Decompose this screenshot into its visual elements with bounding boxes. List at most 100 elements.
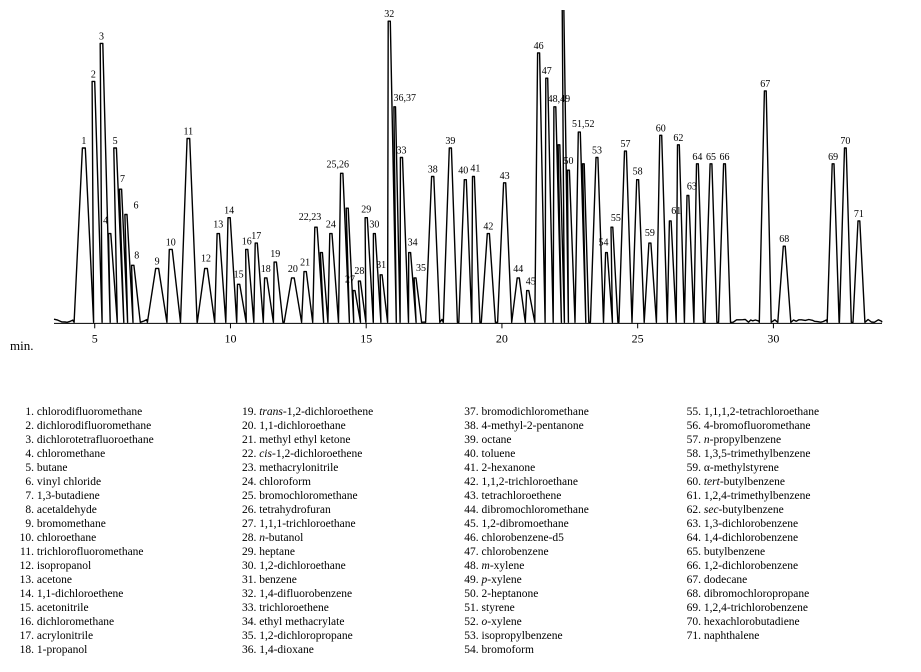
- legend-item-49: 49. p-xylene: [463, 573, 681, 587]
- peak-label-57: 57: [620, 139, 630, 150]
- legend-item-4: 4. chloromethane: [18, 447, 236, 461]
- legend-item-46: 46. chlorobenzene-d5: [463, 531, 681, 545]
- peak-label-60: 60: [656, 123, 666, 134]
- peak-label-38: 38: [428, 165, 438, 176]
- peak-label-18: 18: [261, 264, 271, 275]
- legend-item-57: 57. n-propylbenzene: [685, 433, 903, 447]
- peak-label-1: 1: [81, 136, 86, 147]
- peak-label-53: 53: [592, 145, 602, 156]
- peak-label-45: 45: [526, 277, 536, 288]
- legend-item-51: 51. styrene: [463, 601, 681, 615]
- x-tick-5: 5: [92, 331, 98, 345]
- peak-label-54: 54: [598, 238, 608, 249]
- legend-item-10: 10. chloroethane: [18, 531, 236, 545]
- legend-item-16: 16. dichloromethane: [18, 615, 236, 629]
- peak-label-4: 4: [103, 216, 108, 227]
- legend-item-52: 52. o-xylene: [463, 615, 681, 629]
- legend-column-3: 37. bromodichloromethane38. 4-methyl-2-p…: [463, 405, 681, 657]
- peak-label-7: 7: [120, 174, 125, 185]
- legend-item-18: 18. 1-propanol: [18, 643, 236, 657]
- peak-label-29: 29: [361, 205, 371, 216]
- legend-item-22: 22. cis-1,2-dichloroethene: [240, 447, 458, 461]
- peak-label-40: 40: [458, 166, 468, 177]
- peak-label-58: 58: [633, 167, 643, 178]
- legend-item-36: 36. 1,4-dioxane: [240, 643, 458, 657]
- peak-label-19: 19: [270, 249, 280, 260]
- peak-label-46: 46: [534, 41, 544, 52]
- peak-label-51: 51,52: [572, 119, 595, 130]
- peak-label-42: 42: [483, 222, 493, 233]
- legend-item-47: 47. chlorobenzene: [463, 545, 681, 559]
- peak-label-2: 2: [91, 69, 96, 80]
- legend-item-24: 24. chloroform: [240, 475, 458, 489]
- legend-item-67: 67. dodecane: [685, 573, 903, 587]
- legend-item-8: 8. acetaldehyde: [18, 503, 236, 517]
- legend-item-2: 2. dichlorodifluoromethane: [18, 419, 236, 433]
- legend-item-39: 39. octane: [463, 433, 681, 447]
- peak-label-41: 41: [470, 164, 480, 175]
- legend-item-29: 29. heptane: [240, 545, 458, 559]
- legend-item-12: 12. isopropanol: [18, 559, 236, 573]
- peak-label-65: 65: [706, 152, 716, 163]
- peak-label-16: 16: [242, 236, 252, 247]
- legend-item-26: 26. tetrahydrofuran: [240, 503, 458, 517]
- legend-item-53: 53. isopropylbenzene: [463, 629, 681, 643]
- legend-item-40: 40. toluene: [463, 447, 681, 461]
- peak-label-8: 8: [134, 250, 139, 261]
- legend-item-13: 13. acetone: [18, 573, 236, 587]
- peak-label-11: 11: [184, 126, 194, 137]
- legend-item-17: 17. acrylonitrile: [18, 629, 236, 643]
- x-tick-20: 20: [496, 331, 508, 345]
- legend-item-31: 31. benzene: [240, 573, 458, 587]
- legend-item-32: 32. 1,4-difluorobenzene: [240, 587, 458, 601]
- peak-label-61: 61: [671, 206, 681, 217]
- legend-item-63: 63. 1,3-dichlorobenzene: [685, 517, 903, 531]
- peak-label-32: 32: [384, 10, 394, 20]
- peak-label-64: 64: [692, 152, 702, 163]
- legend-item-69: 69. 1,2,4-trichlorobenzene: [685, 601, 903, 615]
- legend-item-64: 64. 1,4-dichlorobenzene: [685, 531, 903, 545]
- peak-label-50: 50: [563, 156, 573, 167]
- legend-item-54: 54. bromoform: [463, 643, 681, 657]
- legend-item-9: 9. bromomethane: [18, 517, 236, 531]
- peak-label-15: 15: [234, 269, 244, 280]
- legend-item-62: 62. sec-butylbenzene: [685, 503, 903, 517]
- legend-item-1: 1. chlorodifluoromethane: [18, 405, 236, 419]
- peak-label-33: 33: [396, 145, 406, 156]
- peak-label-24: 24: [326, 220, 336, 231]
- legend-item-34: 34. ethyl methacrylate: [240, 615, 458, 629]
- legend-item-60: 60. tert-butylbenzene: [685, 475, 903, 489]
- chromatogram-plot: 12345678910111213141516171819202122,2324…: [50, 10, 890, 370]
- legend-item-68: 68. dibromochloropropane: [685, 587, 903, 601]
- peak-label-28: 28: [354, 266, 364, 277]
- peak-label-36: 36,37: [393, 93, 416, 104]
- legend-item-27: 27. 1,1,1-trichloroethane: [240, 517, 458, 531]
- peak-label-5: 5: [113, 136, 118, 147]
- legend-item-70: 70. hexachlorobutadiene: [685, 615, 903, 629]
- legend-item-20: 20. 1,1-dichloroethane: [240, 419, 458, 433]
- legend-item-21: 21. methyl ethyl ketone: [240, 433, 458, 447]
- legend-item-41: 41. 2-hexanone: [463, 461, 681, 475]
- legend-item-37: 37. bromodichloromethane: [463, 405, 681, 419]
- x-tick-25: 25: [632, 331, 644, 345]
- legend-item-19: 19. trans-1,2-dichloroethene: [240, 405, 458, 419]
- peak-label-69: 69: [828, 152, 838, 163]
- legend-item-43: 43. tetrachloroethene: [463, 489, 681, 503]
- legend-item-15: 15. acetonitrile: [18, 601, 236, 615]
- legend-item-6: 6. vinyl chloride: [18, 475, 236, 489]
- peak-label-39: 39: [445, 136, 455, 147]
- peak-label-62: 62: [673, 133, 683, 144]
- x-tick-30: 30: [767, 331, 779, 345]
- peak-label-44: 44: [513, 264, 523, 275]
- peak-label-34: 34: [408, 238, 418, 249]
- legend-item-44: 44. dibromochloromethane: [463, 503, 681, 517]
- peak-label-10: 10: [166, 237, 176, 248]
- peak-label-17: 17: [251, 231, 261, 242]
- peak-label-55: 55: [611, 213, 621, 224]
- chromatogram-svg: 12345678910111213141516171819202122,2324…: [50, 10, 890, 370]
- peak-label-3: 3: [99, 31, 104, 42]
- peak-label-63: 63: [687, 182, 697, 193]
- legend-item-48: 48. m-xylene: [463, 559, 681, 573]
- legend-item-59: 59. α-methylstyrene: [685, 461, 903, 475]
- legend-item-65: 65. butylbenzene: [685, 545, 903, 559]
